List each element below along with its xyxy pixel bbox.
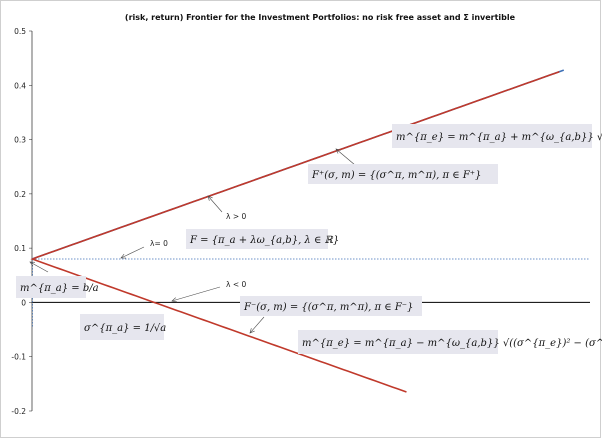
- lambda-zero-arrow-head: [120, 253, 127, 259]
- sigma-pi-a-annotation: σ^{π_a} = 1/√a: [80, 314, 166, 340]
- lambda-positive-label: λ > 0: [226, 212, 246, 221]
- lower-set-label: F⁻(σ, m) = {(σ^π, m^π), π ∈ F⁻}: [243, 302, 413, 313]
- lambda-negative-arrow-head: [171, 297, 177, 303]
- y-tick-label: 0: [21, 298, 26, 307]
- y-tick-label: 0.4: [14, 81, 26, 90]
- m-pi-a-label: m^{π_a} = b/a: [20, 283, 99, 294]
- set-f-label: F = {π_a + λω_{a,b}, λ ∈ ℝ}: [189, 235, 339, 246]
- set-f-annotation: F = {π_a + λω_{a,b}, λ ∈ ℝ}: [186, 229, 339, 249]
- upper-set-arrow: [335, 148, 356, 166]
- lambda-negative-arrow: [171, 286, 221, 302]
- y-tick-label: 0.1: [14, 244, 26, 253]
- sigma-pi-a-label: σ^{π_a} = 1/√a: [84, 323, 166, 334]
- y-tick-label: -0.1: [11, 353, 26, 362]
- upper-formula: m^{π_e} = m^{π_a} + m^{ω_{a,b}} √((σ^{π_…: [396, 132, 602, 143]
- y-axis: 0.5 0.4 0.3 0.2 0.1 0 -0.1 -0.2: [11, 27, 32, 416]
- lower-formula: m^{π_e} = m^{π_a} − m^{ω_{a,b}} √((σ^{π_…: [302, 338, 602, 349]
- m-pi-a-arrow-head: [29, 261, 36, 267]
- m-pi-a-arrow: [29, 261, 49, 273]
- y-tick-label: 0.3: [14, 136, 26, 145]
- lambda-zero-label: λ= 0: [150, 239, 168, 248]
- lambda-positive-arrow: [207, 195, 223, 213]
- lambda-negative-label: λ < 0: [226, 280, 246, 289]
- m-pi-a-annotation: m^{π_a} = b/a: [16, 276, 99, 298]
- lower-set-arrow-head: [249, 328, 255, 334]
- y-tick-label: 0.2: [14, 190, 26, 199]
- upper-set-label: F⁺(σ, m) = {(σ^π, m^π), π ∈ F⁺}: [311, 170, 481, 181]
- lambda-zero-arrow: [120, 246, 145, 259]
- lower-set-annotation: F⁻(σ, m) = {(σ^π, m^π), π ∈ F⁻}: [240, 296, 422, 316]
- lower-set-arrow: [249, 316, 265, 334]
- lower-formula-annotation: m^{π_e} = m^{π_a} − m^{ω_{a,b}} √((σ^{π_…: [298, 330, 602, 354]
- upper-formula-annotation: m^{π_e} = m^{π_a} + m^{ω_{a,b}} √((σ^{π_…: [392, 124, 602, 148]
- y-tick-label: -0.2: [11, 407, 26, 416]
- chart-title: (risk, return) Frontier for the Investme…: [125, 13, 516, 22]
- y-tick-label: 0.5: [14, 27, 26, 36]
- lambda-positive-arrow-head: [207, 195, 213, 201]
- upper-set-annotation: F⁺(σ, m) = {(σ^π, m^π), π ∈ F⁺}: [308, 164, 498, 184]
- upper-set-arrow-head: [335, 148, 341, 154]
- annotation-arrows: [29, 148, 356, 334]
